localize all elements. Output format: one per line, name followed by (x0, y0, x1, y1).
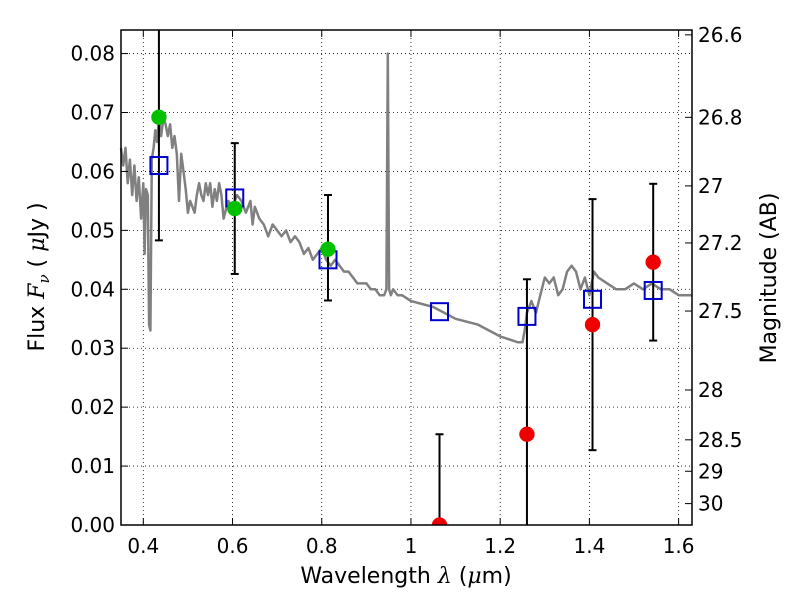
magnitude-tick-label: 26.6 (698, 23, 743, 47)
y-tick-label: 0.03 (70, 336, 115, 360)
circle-marker (645, 254, 661, 270)
x-tick-label: 0.6 (217, 534, 249, 558)
y-axis-label-unit: Jy ) (25, 202, 50, 239)
magnitude-tick-label: 27 (698, 174, 723, 198)
grid-lines (121, 30, 692, 526)
square-marker (517, 306, 537, 326)
x-tick-label: 1.2 (484, 534, 516, 558)
circle-marker (584, 316, 601, 333)
magnitude-tick-label: 29 (698, 459, 723, 483)
circle-marker (151, 109, 167, 125)
data-markers (149, 109, 663, 525)
x-axis-label-unit: m) (482, 564, 512, 589)
x-axis-label-mu: μ (467, 564, 481, 589)
y-axis-label-mu: μ (25, 238, 50, 252)
circle-marker (320, 241, 336, 257)
x-axis-label-symbol: λ (437, 564, 452, 589)
magnitude-tick-label: 28 (698, 378, 723, 402)
y-axis-label-open: ( (25, 252, 50, 275)
circle-marker (431, 517, 448, 525)
x-tick-label: 0.4 (127, 534, 159, 558)
magnitude-tick-label: 27.5 (698, 299, 743, 323)
y-tick-label: 0.01 (70, 454, 115, 478)
magnitude-axis-label: Magnitude (AB) (757, 193, 782, 364)
x-axis-label-open: ( (452, 564, 468, 589)
y-axis-label-text: Flux (25, 299, 50, 352)
circle-marker (519, 426, 535, 442)
model-spectrum-line (119, 52, 692, 344)
x-axis-label: Wavelength λ (μm) (300, 564, 511, 589)
square-marker (583, 289, 603, 309)
x-tick-label: 0.8 (306, 534, 338, 558)
x-tick-label: 1.4 (573, 534, 605, 558)
y-tick-label: 0.06 (70, 159, 115, 183)
axis-ticks: 0.4 0.6 0.8 1 1.2 1.4 1.6 0.00 0.01 0.02 0.03 0.04 0… (70, 23, 742, 558)
y-tick-label: 0.04 (70, 277, 115, 301)
y-tick-label: 0.07 (70, 101, 115, 125)
circle-marker (227, 200, 243, 217)
model-spectrum (119, 52, 692, 344)
x-axis-label-text: Wavelength (300, 564, 438, 589)
magnitude-tick-label: 26.8 (698, 105, 743, 129)
y-tick-label: 0.08 (70, 42, 115, 66)
magnitude-tick-label: 27.2 (698, 231, 743, 255)
plot-frame (120, 29, 693, 526)
y-tick-label: 0.05 (70, 218, 115, 242)
square-marker (149, 156, 169, 176)
x-tick-label: 1.6 (663, 534, 695, 558)
y-tick-label: 0.00 (70, 513, 115, 537)
y-axis-label-nu: ν (35, 274, 53, 283)
magnitude-tick-label: 30 (698, 492, 723, 516)
square-marker (643, 280, 663, 300)
error-bars (154, 30, 658, 525)
y-axis-label: Flux Fν ( μJy ) (25, 202, 53, 351)
magnitude-tick-label: 28.5 (698, 428, 743, 452)
x-tick-label: 1 (405, 534, 418, 558)
y-tick-label: 0.02 (70, 395, 115, 419)
square-marker (430, 302, 450, 322)
y-axis-label-f: F (25, 283, 50, 300)
